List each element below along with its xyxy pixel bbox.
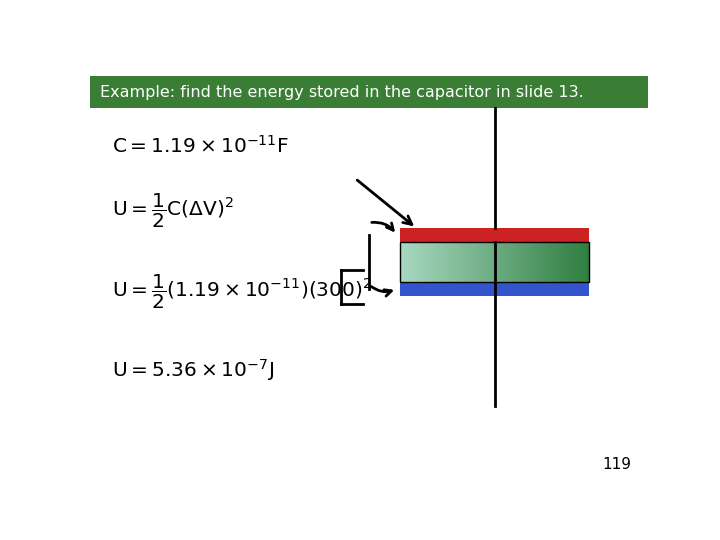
- Bar: [482, 241, 485, 282]
- Bar: [554, 241, 557, 282]
- Bar: [400, 241, 402, 282]
- Bar: [400, 228, 590, 241]
- Bar: [490, 241, 492, 282]
- Text: 119: 119: [602, 457, 631, 472]
- Bar: [409, 241, 412, 282]
- Bar: [533, 241, 535, 282]
- Bar: [449, 241, 452, 282]
- Bar: [523, 241, 526, 282]
- Bar: [516, 241, 518, 282]
- Bar: [466, 241, 469, 282]
- Bar: [464, 241, 466, 282]
- Bar: [539, 241, 542, 282]
- Text: $\mathsf{U = 5.36 \times 10^{-7}J}$: $\mathsf{U = 5.36 \times 10^{-7}J}$: [112, 357, 274, 383]
- Bar: [492, 241, 495, 282]
- Bar: [485, 241, 487, 282]
- Text: $\mathsf{C = 1.19 \times 10^{-11}F}$: $\mathsf{C = 1.19 \times 10^{-11}F}$: [112, 135, 289, 157]
- Bar: [412, 241, 414, 282]
- Bar: [428, 241, 431, 282]
- Bar: [407, 241, 409, 282]
- Bar: [469, 241, 471, 282]
- Bar: [438, 241, 440, 282]
- Bar: [447, 241, 449, 282]
- Bar: [568, 241, 570, 282]
- Bar: [573, 241, 575, 282]
- Bar: [452, 241, 454, 282]
- Bar: [535, 241, 537, 282]
- Bar: [546, 241, 549, 282]
- Bar: [90, 76, 648, 109]
- Bar: [414, 241, 416, 282]
- Bar: [431, 241, 433, 282]
- Bar: [513, 241, 516, 282]
- Bar: [530, 241, 533, 282]
- Bar: [577, 241, 580, 282]
- Bar: [497, 241, 499, 282]
- Bar: [421, 241, 423, 282]
- Bar: [518, 241, 521, 282]
- Bar: [504, 241, 506, 282]
- Bar: [416, 241, 418, 282]
- Text: Example: find the energy stored in the capacitor in slide 13.: Example: find the energy stored in the c…: [100, 85, 584, 100]
- Bar: [478, 241, 480, 282]
- Bar: [511, 241, 513, 282]
- Bar: [476, 241, 478, 282]
- Bar: [400, 282, 590, 295]
- Bar: [426, 241, 428, 282]
- Bar: [528, 241, 530, 282]
- Bar: [502, 241, 504, 282]
- Bar: [487, 241, 490, 282]
- Bar: [499, 241, 502, 282]
- Bar: [462, 241, 464, 282]
- Bar: [587, 241, 590, 282]
- Bar: [445, 241, 447, 282]
- Bar: [423, 241, 426, 282]
- Bar: [402, 241, 405, 282]
- Text: $\mathsf{U = \dfrac{1}{2}(1.19 \times 10^{-11})(300)^2}$: $\mathsf{U = \dfrac{1}{2}(1.19 \times 10…: [112, 272, 372, 310]
- Bar: [400, 241, 590, 282]
- Bar: [563, 241, 566, 282]
- Bar: [559, 241, 561, 282]
- Bar: [506, 241, 509, 282]
- Bar: [418, 241, 421, 282]
- Bar: [454, 241, 456, 282]
- Bar: [561, 241, 563, 282]
- Bar: [580, 241, 582, 282]
- Text: $\mathsf{U = \dfrac{1}{2}C(\Delta V)^2}$: $\mathsf{U = \dfrac{1}{2}C(\Delta V)^2}$: [112, 192, 234, 230]
- Bar: [456, 241, 459, 282]
- Bar: [582, 241, 585, 282]
- Bar: [521, 241, 523, 282]
- Bar: [537, 241, 539, 282]
- Bar: [544, 241, 546, 282]
- Bar: [459, 241, 462, 282]
- Bar: [442, 241, 445, 282]
- Bar: [480, 241, 482, 282]
- Bar: [433, 241, 436, 282]
- Bar: [495, 241, 497, 282]
- Bar: [575, 241, 577, 282]
- Bar: [405, 241, 407, 282]
- Bar: [473, 241, 476, 282]
- Bar: [557, 241, 559, 282]
- Bar: [542, 241, 544, 282]
- Bar: [436, 241, 438, 282]
- Bar: [440, 241, 442, 282]
- Bar: [585, 241, 587, 282]
- Bar: [570, 241, 573, 282]
- Bar: [566, 241, 568, 282]
- Bar: [471, 241, 473, 282]
- Bar: [549, 241, 552, 282]
- Bar: [526, 241, 528, 282]
- Bar: [552, 241, 554, 282]
- Bar: [509, 241, 511, 282]
